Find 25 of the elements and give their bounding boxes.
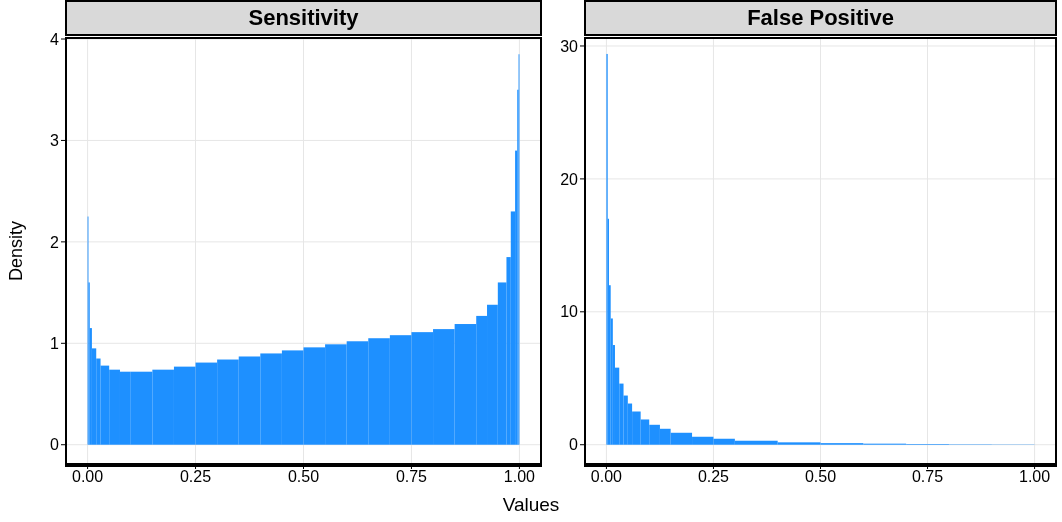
x-tick-label: 0.00 <box>72 468 104 486</box>
x-tick-label: 1.00 <box>1019 468 1051 486</box>
x-tick-label: 0.75 <box>911 468 944 486</box>
y-tick-label: 2 <box>50 233 60 251</box>
y-tick-label: 30 <box>560 37 579 55</box>
y-axis-title: Density <box>6 220 27 282</box>
y-tick-label: 3 <box>50 132 60 150</box>
y-tick-label: 4 <box>50 30 60 48</box>
x-axis-title: Values <box>501 494 561 516</box>
chart-title: False Positive <box>747 5 894 31</box>
x-tick-label: 0.50 <box>804 468 837 486</box>
x-tick-label: 0.50 <box>287 468 320 486</box>
y-tick-label: 0 <box>569 436 579 454</box>
strip-header: Sensitivity <box>65 0 542 36</box>
strip-header: False Positive <box>584 0 1057 36</box>
x-tick-label: 0.75 <box>395 468 428 486</box>
y-tick-label: 20 <box>560 170 579 188</box>
y-tick-label: 0 <box>50 436 60 454</box>
x-tick-label: 0.25 <box>697 468 730 486</box>
x-tick-label: 1.00 <box>503 468 536 486</box>
x-tick-label: 0.25 <box>179 468 212 486</box>
x-tick-label: 0.00 <box>590 468 623 486</box>
y-tick-label: 10 <box>560 303 579 321</box>
chart-title: Sensitivity <box>248 5 359 31</box>
y-tick-label: 1 <box>50 334 60 352</box>
